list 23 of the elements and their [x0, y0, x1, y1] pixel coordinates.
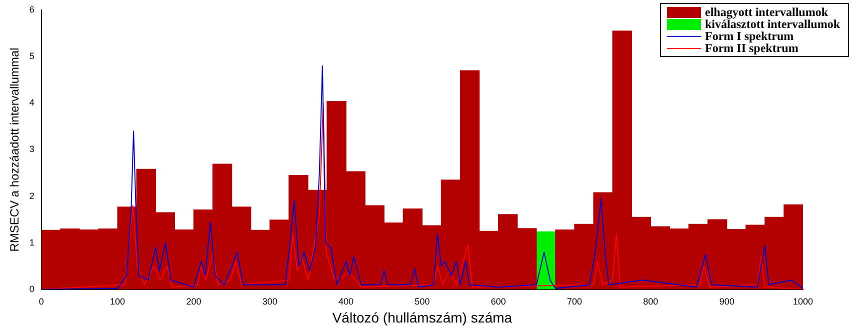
x-tick-label: 100 [110, 296, 126, 306]
x-tick-label: 800 [643, 296, 658, 306]
y-tick-label: 2 [29, 190, 34, 201]
x-tick-label: 900 [719, 296, 734, 306]
x-axis-title: Változó (hullámszám) száma [332, 309, 512, 326]
y-tick-label: 6 [29, 4, 34, 14]
x-tick-label: 400 [338, 296, 354, 306]
x-tick-label: 500 [414, 296, 430, 306]
y-tick-label: 0 [29, 284, 34, 294]
x-tick-label: 600 [490, 296, 506, 306]
legend-label: elhagyott intervallumok [705, 5, 828, 19]
x-tick-label: 0 [38, 296, 44, 306]
x-tick-label: 700 [567, 296, 582, 306]
legend-label: Form II spektrum [705, 41, 798, 55]
legend-label: Form I spektrum [705, 29, 794, 43]
x-tick-label: 1000 [792, 296, 814, 306]
y-tick-label: 5 [29, 51, 34, 62]
y-tick-label: 1 [29, 237, 34, 248]
y-tick-label: 4 [29, 98, 34, 108]
y-axis-title: RMSECV a hozzáadott intervallummal [8, 48, 22, 252]
y-tick-label: 3 [29, 144, 34, 154]
x-tick-label: 200 [186, 296, 202, 306]
x-tick-label: 300 [262, 296, 278, 306]
